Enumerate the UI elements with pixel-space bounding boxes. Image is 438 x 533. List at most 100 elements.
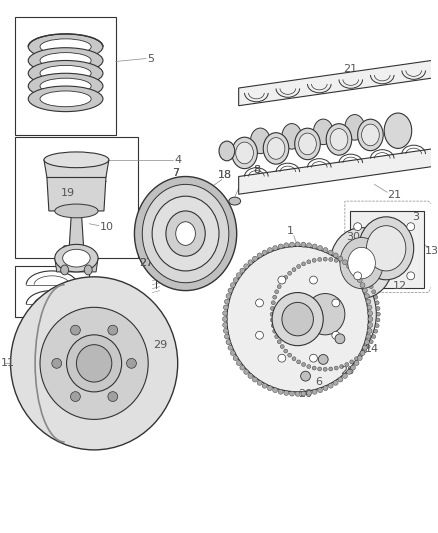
Ellipse shape bbox=[326, 124, 352, 155]
Ellipse shape bbox=[367, 305, 372, 310]
Ellipse shape bbox=[236, 142, 254, 164]
Text: 18: 18 bbox=[218, 169, 232, 180]
Ellipse shape bbox=[273, 387, 278, 393]
Ellipse shape bbox=[223, 317, 227, 321]
Ellipse shape bbox=[295, 391, 300, 397]
Ellipse shape bbox=[354, 357, 358, 361]
Ellipse shape bbox=[366, 280, 370, 284]
Ellipse shape bbox=[376, 306, 380, 310]
Ellipse shape bbox=[350, 360, 354, 364]
Ellipse shape bbox=[360, 282, 365, 288]
Ellipse shape bbox=[134, 176, 237, 290]
Ellipse shape bbox=[346, 369, 352, 374]
Ellipse shape bbox=[108, 392, 118, 401]
Ellipse shape bbox=[343, 374, 347, 378]
Ellipse shape bbox=[354, 223, 362, 231]
Ellipse shape bbox=[358, 119, 383, 151]
Polygon shape bbox=[68, 211, 84, 258]
Ellipse shape bbox=[363, 276, 367, 279]
Ellipse shape bbox=[223, 328, 228, 333]
Text: 8: 8 bbox=[253, 165, 260, 175]
Ellipse shape bbox=[318, 354, 328, 365]
Ellipse shape bbox=[244, 369, 249, 374]
Ellipse shape bbox=[28, 86, 103, 111]
Ellipse shape bbox=[354, 273, 359, 278]
Ellipse shape bbox=[40, 66, 91, 81]
Ellipse shape bbox=[329, 367, 333, 371]
Ellipse shape bbox=[292, 268, 296, 272]
Text: 13: 13 bbox=[424, 246, 438, 256]
Ellipse shape bbox=[334, 259, 338, 262]
Ellipse shape bbox=[223, 322, 228, 327]
Bar bbox=[15, 17, 116, 135]
Ellipse shape bbox=[350, 365, 356, 370]
Ellipse shape bbox=[252, 256, 258, 261]
Ellipse shape bbox=[152, 261, 160, 269]
Ellipse shape bbox=[297, 264, 300, 269]
Ellipse shape bbox=[277, 285, 281, 289]
Ellipse shape bbox=[271, 301, 275, 305]
Text: 7: 7 bbox=[172, 167, 179, 177]
Ellipse shape bbox=[368, 322, 373, 327]
Ellipse shape bbox=[312, 389, 317, 394]
Ellipse shape bbox=[290, 242, 294, 247]
Ellipse shape bbox=[272, 293, 323, 346]
Ellipse shape bbox=[40, 78, 91, 94]
Ellipse shape bbox=[61, 265, 68, 275]
Ellipse shape bbox=[251, 128, 270, 154]
Text: 27: 27 bbox=[139, 258, 153, 268]
Ellipse shape bbox=[359, 353, 363, 357]
Ellipse shape bbox=[44, 152, 109, 168]
Ellipse shape bbox=[375, 324, 379, 328]
Ellipse shape bbox=[277, 340, 281, 344]
Text: 5: 5 bbox=[148, 53, 155, 63]
Ellipse shape bbox=[357, 356, 362, 361]
Ellipse shape bbox=[227, 246, 368, 392]
Ellipse shape bbox=[263, 133, 289, 164]
Ellipse shape bbox=[368, 317, 373, 321]
Ellipse shape bbox=[330, 228, 393, 298]
Ellipse shape bbox=[329, 257, 333, 261]
Ellipse shape bbox=[368, 311, 373, 316]
Ellipse shape bbox=[127, 359, 136, 368]
Ellipse shape bbox=[28, 34, 103, 60]
Text: 9: 9 bbox=[61, 245, 68, 255]
Ellipse shape bbox=[270, 318, 274, 322]
Ellipse shape bbox=[310, 354, 318, 362]
Ellipse shape bbox=[273, 329, 277, 333]
Ellipse shape bbox=[350, 268, 356, 273]
Ellipse shape bbox=[166, 211, 205, 256]
Ellipse shape bbox=[256, 299, 263, 307]
Ellipse shape bbox=[369, 285, 373, 289]
Ellipse shape bbox=[55, 244, 98, 272]
Ellipse shape bbox=[407, 223, 415, 231]
Ellipse shape bbox=[375, 301, 379, 305]
Ellipse shape bbox=[176, 222, 195, 245]
Ellipse shape bbox=[307, 260, 311, 264]
Ellipse shape bbox=[363, 349, 367, 353]
Ellipse shape bbox=[300, 371, 311, 381]
Ellipse shape bbox=[354, 268, 358, 272]
Text: 30: 30 bbox=[346, 231, 360, 241]
Ellipse shape bbox=[63, 249, 90, 267]
Ellipse shape bbox=[339, 365, 343, 368]
Ellipse shape bbox=[257, 253, 262, 258]
Ellipse shape bbox=[40, 39, 91, 54]
Ellipse shape bbox=[257, 381, 262, 385]
Ellipse shape bbox=[295, 242, 300, 247]
Ellipse shape bbox=[345, 362, 349, 367]
Ellipse shape bbox=[270, 312, 274, 316]
Ellipse shape bbox=[273, 295, 277, 299]
Ellipse shape bbox=[362, 345, 367, 350]
Text: 29: 29 bbox=[153, 340, 167, 350]
Ellipse shape bbox=[270, 306, 274, 310]
Ellipse shape bbox=[288, 271, 292, 275]
Ellipse shape bbox=[275, 290, 279, 294]
Ellipse shape bbox=[318, 246, 323, 251]
Ellipse shape bbox=[228, 288, 233, 293]
Ellipse shape bbox=[357, 278, 362, 282]
Ellipse shape bbox=[275, 335, 279, 338]
Ellipse shape bbox=[230, 351, 235, 356]
Text: 11: 11 bbox=[1, 358, 15, 368]
Ellipse shape bbox=[362, 124, 379, 146]
